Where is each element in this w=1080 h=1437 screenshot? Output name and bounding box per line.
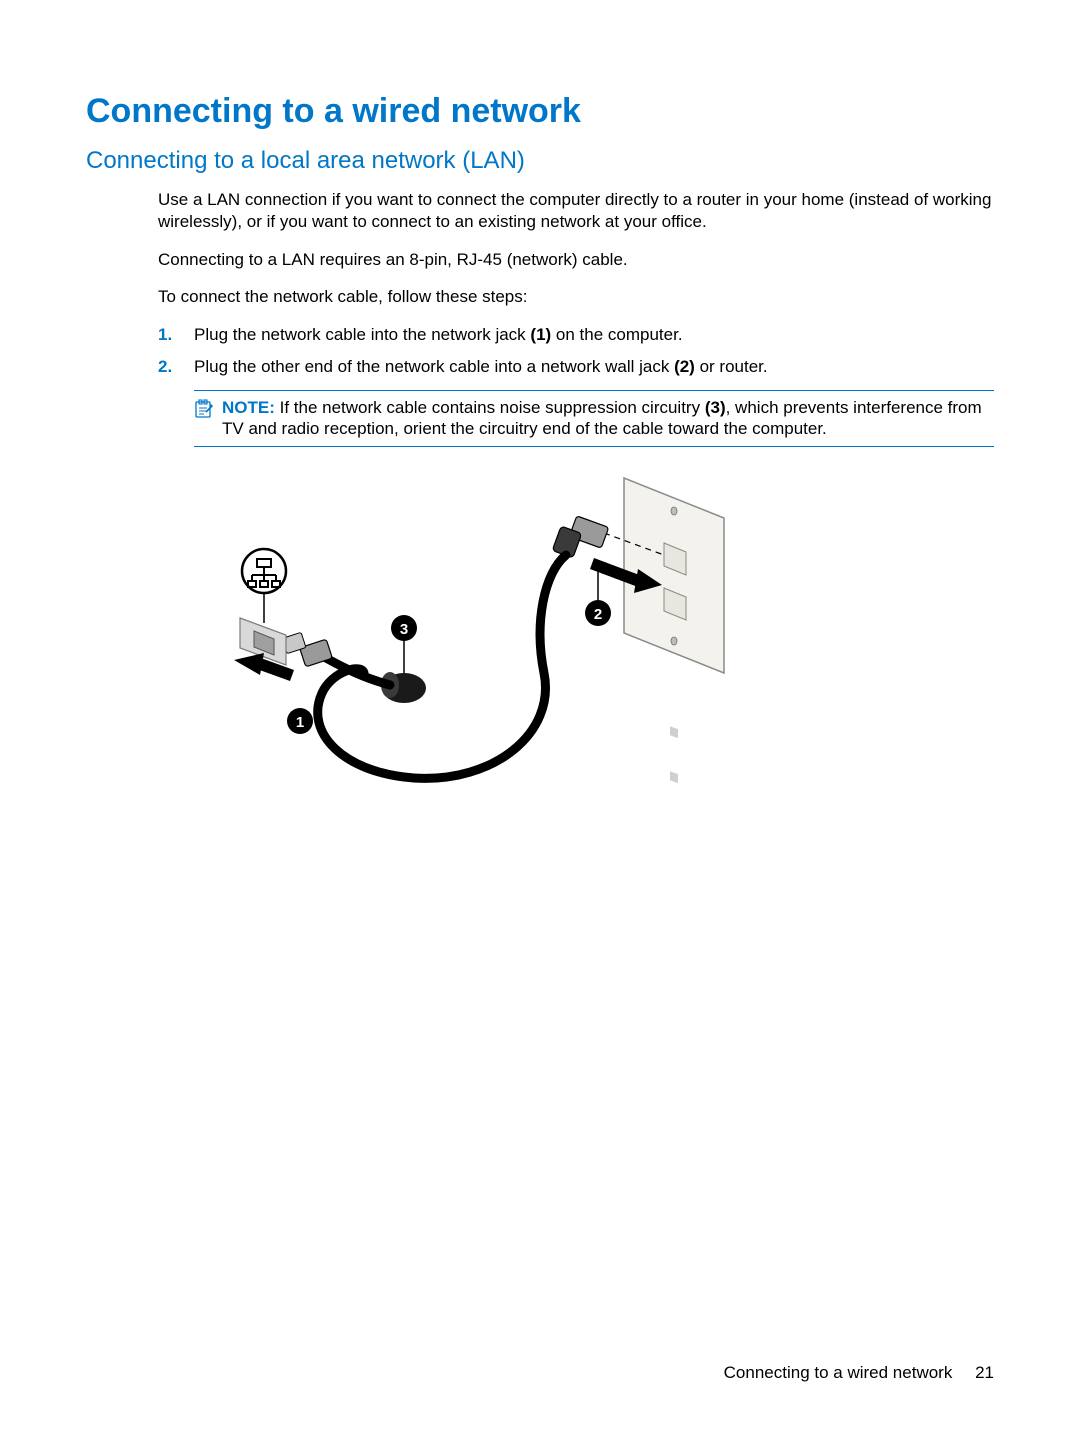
note-callout: NOTE: If the network cable contains nois…: [194, 390, 994, 448]
note-text: NOTE: If the network cable contains nois…: [222, 397, 994, 441]
note-text-pre: If the network cable contains noise supp…: [275, 398, 705, 417]
step-text-bold: (2): [674, 357, 695, 376]
step-text: Plug the network cable into the network …: [194, 324, 683, 346]
figure-cable-diagram: 1 2 3: [194, 463, 994, 828]
note-text-bold: (3): [705, 398, 726, 417]
note-icon: [194, 399, 222, 424]
paragraph-requirement: Connecting to a LAN requires an 8-pin, R…: [158, 249, 994, 271]
step-number: 1.: [158, 324, 194, 346]
step-text-pre: Plug the network cable into the network …: [194, 325, 530, 344]
body-content: Use a LAN connection if you want to conn…: [158, 189, 994, 828]
step-text: Plug the other end of the network cable …: [194, 356, 768, 378]
heading-1: Connecting to a wired network: [86, 92, 994, 131]
note-label: NOTE:: [222, 398, 275, 417]
steps-list: 1. Plug the network cable into the netwo…: [158, 324, 994, 378]
step-text-post: or router.: [695, 357, 768, 376]
step-item: 1. Plug the network cable into the netwo…: [158, 324, 994, 346]
step-text-post: on the computer.: [551, 325, 682, 344]
step-number: 2.: [158, 356, 194, 378]
page-footer: Connecting to a wired network 21: [724, 1363, 994, 1383]
step-text-bold: (1): [530, 325, 551, 344]
step-item: 2. Plug the other end of the network cab…: [158, 356, 994, 378]
svg-text:3: 3: [400, 621, 408, 638]
paragraph-steps-lead: To connect the network cable, follow the…: [158, 286, 994, 308]
svg-text:1: 1: [296, 714, 304, 731]
step-text-pre: Plug the other end of the network cable …: [194, 357, 674, 376]
footer-page-number: 21: [975, 1363, 994, 1382]
svg-text:2: 2: [594, 606, 602, 623]
document-page: Connecting to a wired network Connecting…: [0, 0, 1080, 828]
footer-section-title: Connecting to a wired network: [724, 1363, 953, 1382]
paragraph-intro: Use a LAN connection if you want to conn…: [158, 189, 994, 233]
heading-2: Connecting to a local area network (LAN): [86, 147, 994, 175]
